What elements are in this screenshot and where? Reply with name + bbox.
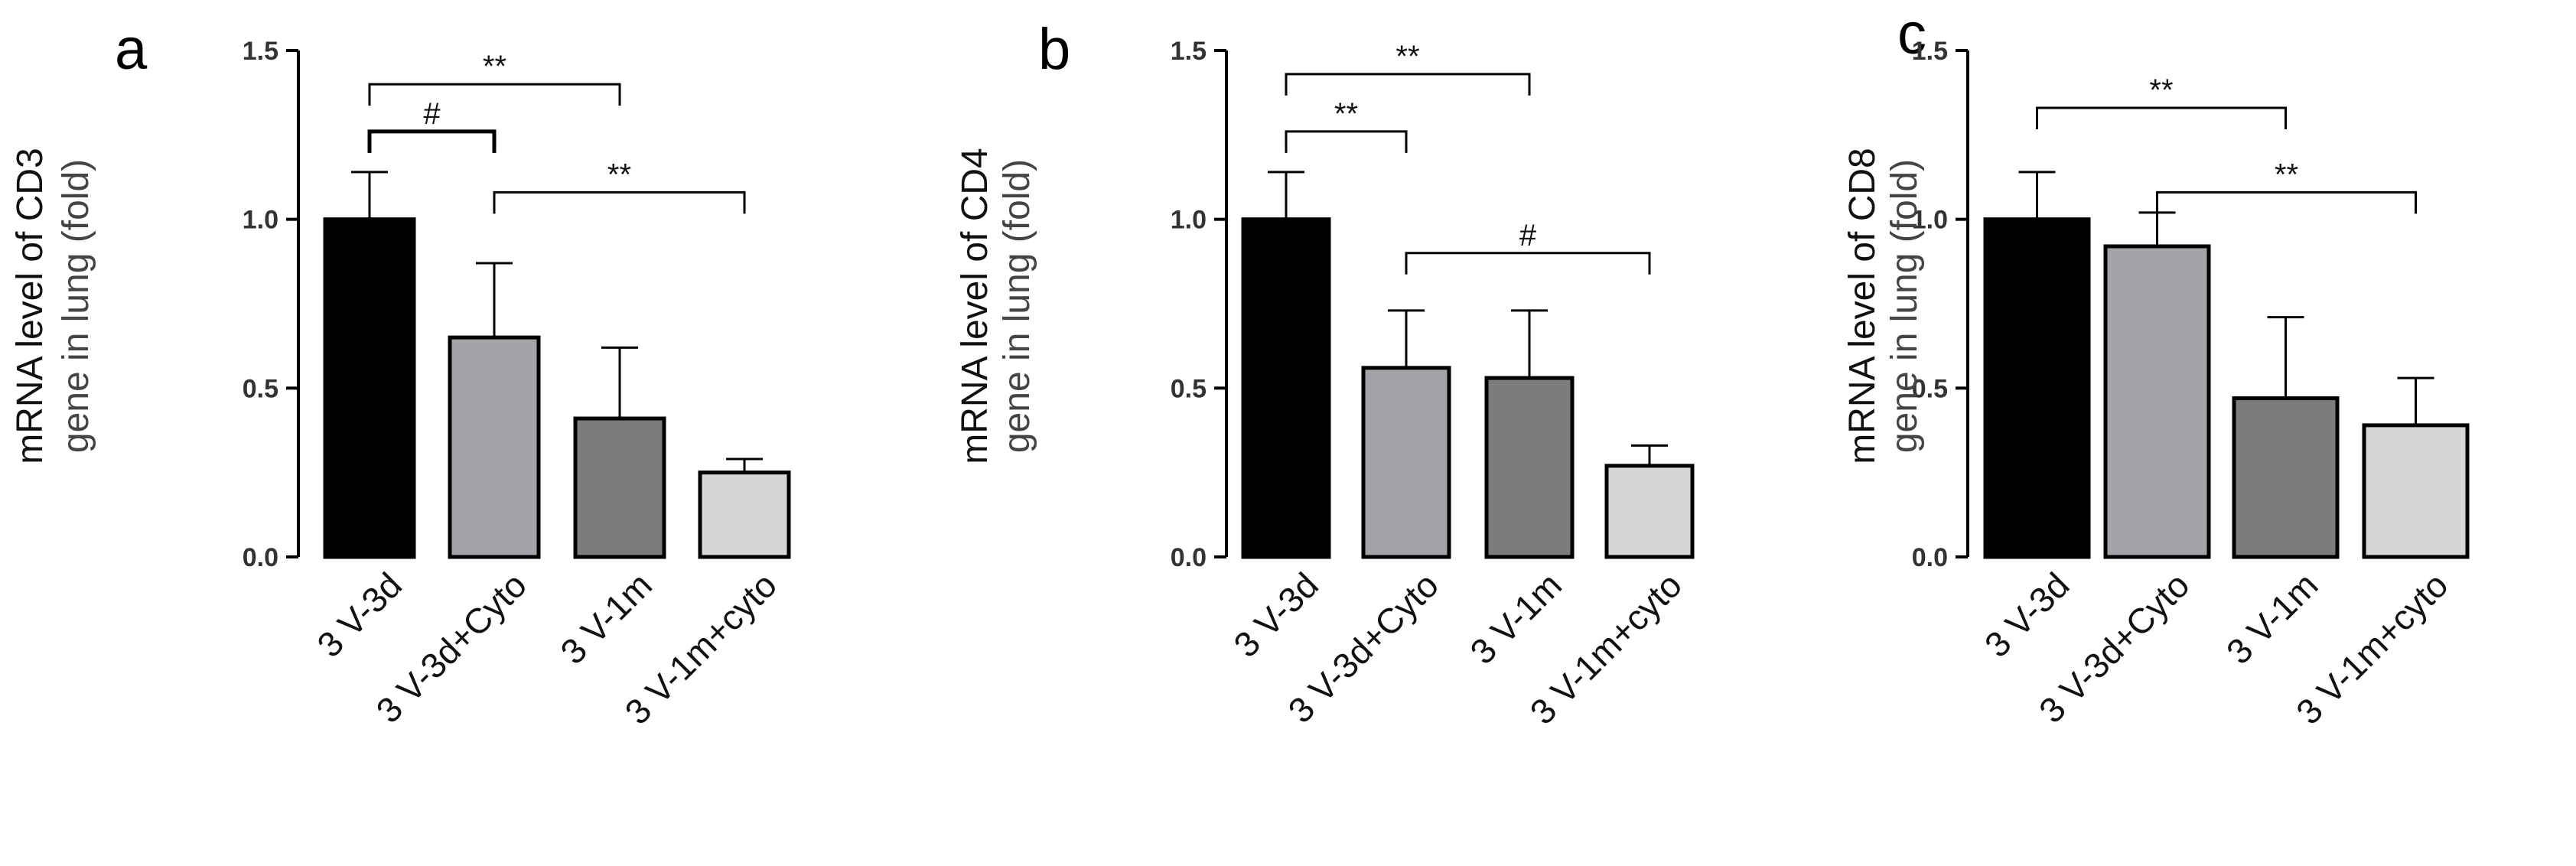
significance-label: **: [2149, 73, 2173, 107]
category-label: 3 V-3d: [1977, 565, 2077, 665]
bar-3: [2232, 396, 2340, 559]
significance-bracket: [2156, 190, 2417, 214]
bar-1: [323, 217, 416, 559]
y-tick-label: 1.5: [243, 37, 278, 66]
y-axis-label-line1: mRNA level of CD4: [955, 148, 995, 464]
y-tick-label: 0.0: [1912, 543, 1948, 572]
category-label: 3 V-3d: [1226, 565, 1326, 665]
bar-2: [2103, 244, 2211, 559]
bar-1: [1241, 217, 1331, 559]
significance-bracket: [2036, 106, 2287, 130]
chart-panel-c: c 0.0 0.5 1.0 1.5 mRNA level of CD8 gene in lu…: [1842, 2, 2470, 732]
bar-4: [1604, 464, 1695, 559]
significance-label: **: [1395, 40, 1419, 73]
y-tick-label: 1.0: [1171, 206, 1207, 235]
significance-bracket: [1405, 252, 1651, 275]
y-tick-label: 1.0: [1912, 206, 1948, 235]
significance-label: **: [483, 50, 506, 83]
y-tick-label: 1.5: [1171, 37, 1207, 66]
bar-4: [2362, 423, 2470, 559]
y-axis-label-line1: mRNA level of CD3: [10, 148, 50, 464]
y-tick-label: 0.5: [243, 374, 278, 403]
significance-label: **: [607, 158, 631, 191]
significance-label: #: [1519, 219, 1537, 252]
y-axis-label-line1: mRNA level of CD8: [1842, 148, 1883, 464]
category-label: 3 V-1m: [2219, 565, 2326, 672]
y-axis-label-line2: gene in lung (fold): [56, 159, 96, 453]
significance-bracket: [493, 190, 746, 214]
significance-label: **: [1334, 97, 1358, 131]
y-tick-label: 0.0: [243, 543, 278, 572]
y-tick-label: 0.0: [1171, 543, 1207, 572]
y-axis-label-line2: gene in lung (fold): [997, 159, 1037, 453]
bar-1: [1983, 217, 2091, 559]
significance-bracket: [368, 83, 621, 106]
significance-label: **: [2275, 158, 2298, 191]
bar-4: [698, 470, 791, 559]
bar-2: [1361, 366, 1451, 559]
chart-panel-b: b 0.0 0.5 1.0 1.5 mRNA level of CD4 gene in lu…: [955, 17, 1695, 732]
category-label: 3 V-1m: [552, 565, 659, 672]
category-label: 3 V-1m: [1462, 565, 1569, 672]
y-tick-label: 1.0: [243, 206, 278, 235]
panel-label: a: [115, 17, 148, 82]
bar-3: [573, 416, 666, 559]
category-label: 3 V-3d: [309, 565, 409, 665]
bar-2: [448, 335, 541, 559]
significance-bracket: [1285, 130, 1408, 153]
significance-label: #: [423, 97, 441, 131]
significance-bracket: [1285, 73, 1531, 96]
y-axis-label-line2: gene in lung (fold): [1884, 159, 1925, 453]
panel-label: c: [1897, 2, 1926, 67]
significance-bracket: [367, 129, 497, 153]
bar-3: [1484, 376, 1575, 559]
y-tick-label: 0.5: [1171, 374, 1207, 403]
y-tick-label: 0.5: [1912, 374, 1948, 403]
panel-label: b: [1038, 17, 1070, 82]
y-tick-label: 1.5: [1912, 37, 1948, 66]
chart-panel-a: a 0.0 0.5 1.0 1.5 mRNA level of CD3 gene in lu…: [10, 17, 791, 732]
